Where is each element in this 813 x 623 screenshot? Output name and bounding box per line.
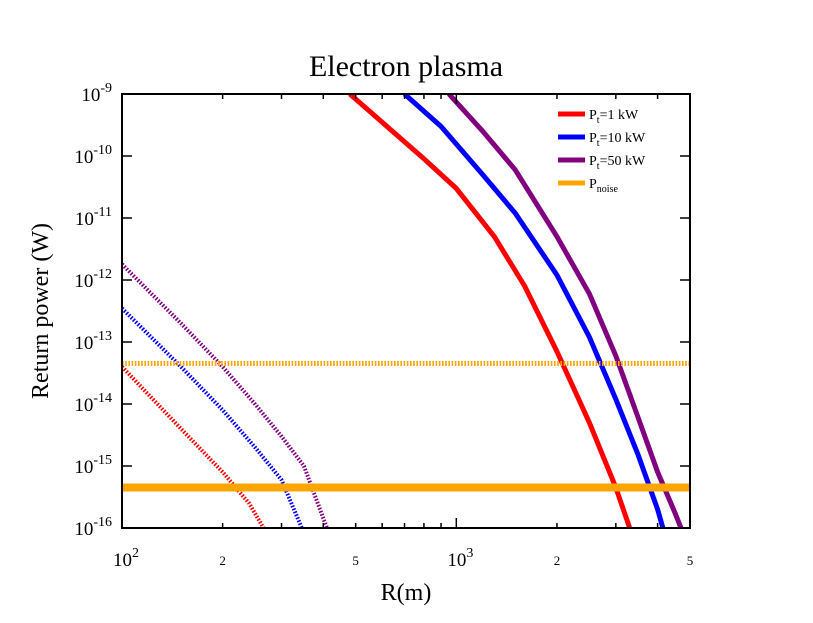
legend-label-1: Pt=10 kW	[589, 131, 646, 149]
legend-label-0: Pt=1 kW	[589, 108, 639, 126]
legend: Pt=1 kW Pt=10 kW Pt=50 kW Pnoise	[558, 108, 646, 195]
y-tick-label: 10-11	[75, 205, 112, 230]
series-line-solid-0	[348, 94, 633, 528]
y-tick-labels: 10-16 10-15 10-14 10-13 10-12 10-11 10-10 10-9	[74, 81, 112, 540]
series-line-dotted-3	[122, 365, 266, 528]
y-tick-label: 10-13	[74, 329, 112, 354]
x-tick-label: 103	[447, 546, 473, 571]
y-tick-label: 10-16	[74, 515, 112, 540]
y-tick-label: 10-15	[74, 453, 112, 478]
y-tick-label: 10-10	[74, 143, 112, 168]
legend-label-3: Pnoise	[589, 177, 618, 195]
series-line-solid-1	[402, 94, 666, 528]
x-tick-label-minor: 5	[352, 553, 359, 568]
y-tick-label: 10-12	[74, 267, 112, 292]
series-line-dotted-4	[122, 306, 304, 528]
series-layer	[122, 94, 690, 528]
y-axis-label: Return power (W)	[28, 223, 54, 399]
series-line-solid-2	[447, 94, 684, 528]
plot-frame	[121, 93, 691, 529]
series-line-dotted-5	[122, 262, 329, 528]
y-tick-label: 10-9	[81, 81, 112, 106]
x-tick-label-minor: 5	[687, 553, 694, 568]
y-tick-label: 10-14	[74, 391, 112, 416]
legend-label-2: Pt=50 kW	[589, 154, 646, 172]
chart-title: Electron plasma	[309, 50, 503, 83]
x-tick-label-minor: 2	[554, 553, 561, 568]
x-tick-label-minor: 2	[219, 553, 226, 568]
x-tick-label: 102	[113, 546, 139, 571]
x-axis-label: R(m)	[381, 580, 432, 606]
x-tick-labels: 102 2 5 103 2 5	[113, 546, 693, 571]
